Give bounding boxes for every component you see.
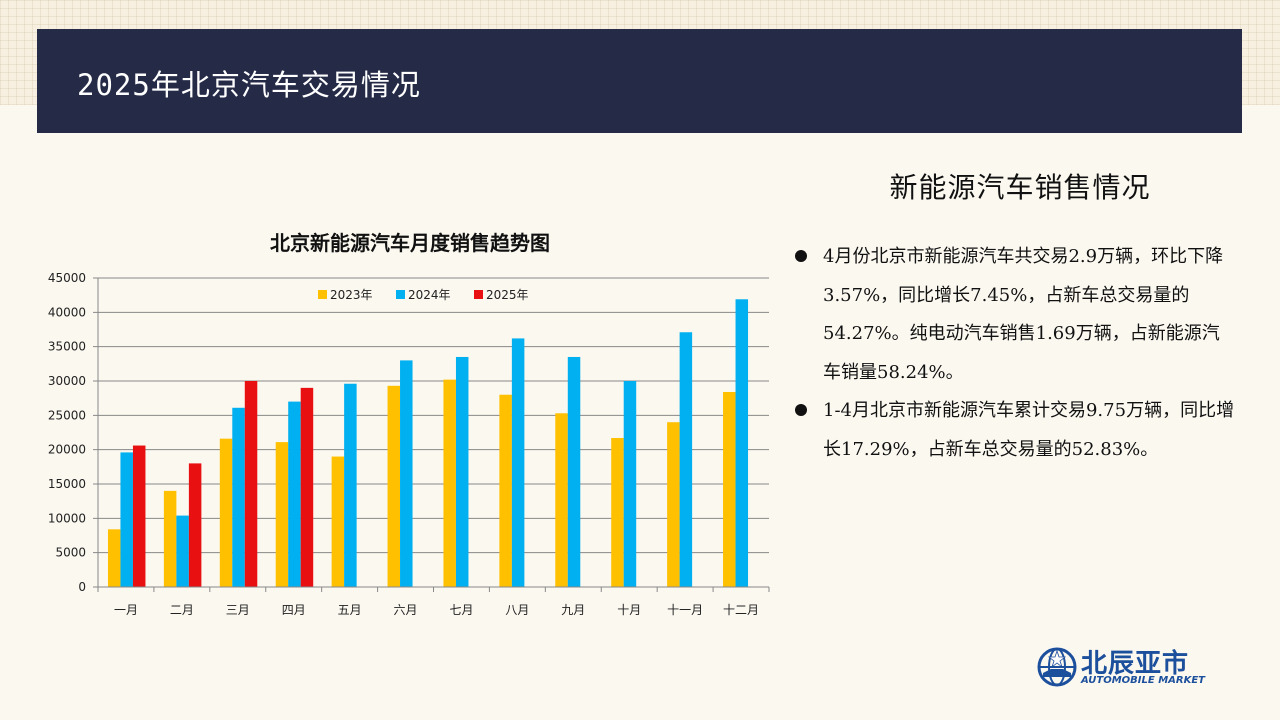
page-title: 2025年北京汽车交易情况 [77,68,421,102]
bar [499,394,512,587]
bar [176,515,189,587]
legend-label: 2023年 [330,288,373,302]
y-tick-label: 40000 [48,305,86,319]
y-tick-label: 15000 [48,477,86,491]
x-tick-label: 二月 [170,603,194,617]
legend-label: 2024年 [408,288,451,302]
bar [679,332,693,587]
x-tick-label: 九月 [561,603,585,617]
bar [244,381,258,587]
bar [511,338,525,587]
bar [567,356,581,587]
bullet-item: 1-4月北京市新能源汽车累计交易9.75万辆，同比增长17.29%，占新车总交易… [795,392,1235,469]
y-tick-label: 20000 [48,443,86,457]
y-tick-label: 35000 [48,340,86,354]
x-tick-label: 八月 [505,603,529,617]
x-tick-label: 十月 [617,603,641,617]
y-tick-label: 5000 [55,546,86,560]
bar [623,381,637,587]
y-tick-label: 45000 [48,271,86,285]
logo-subtitle: AUTOMOBILE MARKET [1081,675,1206,686]
section-title: 新能源汽车销售情况 [889,171,1151,204]
bar [344,383,357,587]
y-tick-label: 25000 [48,408,86,422]
bar-chart: 0 5000 10000 15000 20000 25000 30000 35000 40000… [48,271,770,617]
legend-swatch [396,290,405,299]
bar [219,438,233,587]
bar [132,445,146,587]
x-tick-label: 三月 [226,603,250,617]
chart-title: 北京新能源汽车月度销售趋势图 [270,231,550,255]
x-tick-label: 十二月 [723,603,759,617]
company-logo: 北辰亚市 AUTOMOBILE MARKET [1037,647,1212,691]
x-tick-label: 一月 [114,603,138,617]
bar [120,452,133,587]
bar [455,356,469,587]
bar [275,442,289,587]
x-tick-label: 四月 [282,603,306,617]
bar [331,456,345,587]
x-tick-label: 六月 [394,603,418,617]
globe-car-icon [1037,647,1077,687]
bar [188,463,202,587]
y-tick-label: 30000 [48,374,86,388]
bar [232,407,245,587]
bar [107,529,121,587]
bar [387,385,401,587]
y-tick-label: 10000 [48,511,86,525]
x-tick-label: 五月 [338,603,362,617]
header-banner: 2025年北京汽车交易情况 [37,29,1242,133]
bar [723,391,736,587]
bar [735,299,749,587]
legend-swatch [318,290,327,299]
x-tick-label: 十一月 [667,603,703,617]
y-tick-label: 0 [78,580,86,594]
bar [443,379,456,587]
bar [555,413,568,587]
bar [163,490,177,587]
bullet-item: 4月份北京市新能源汽车共交易2.9万辆，环比下降3.57%，同比增长7.45%，… [795,238,1235,392]
legend-swatch [474,290,483,299]
bullet-list: 4月份北京市新能源汽车共交易2.9万辆，环比下降3.57%，同比增长7.45%，… [795,238,1235,469]
bar [300,387,314,587]
bar [400,360,413,587]
bar [667,422,680,587]
bar [288,401,301,587]
bar [611,437,624,587]
logo-name: 北辰亚市 [1081,649,1190,679]
legend-label: 2025年 [486,288,529,302]
x-tick-label: 七月 [449,603,473,617]
